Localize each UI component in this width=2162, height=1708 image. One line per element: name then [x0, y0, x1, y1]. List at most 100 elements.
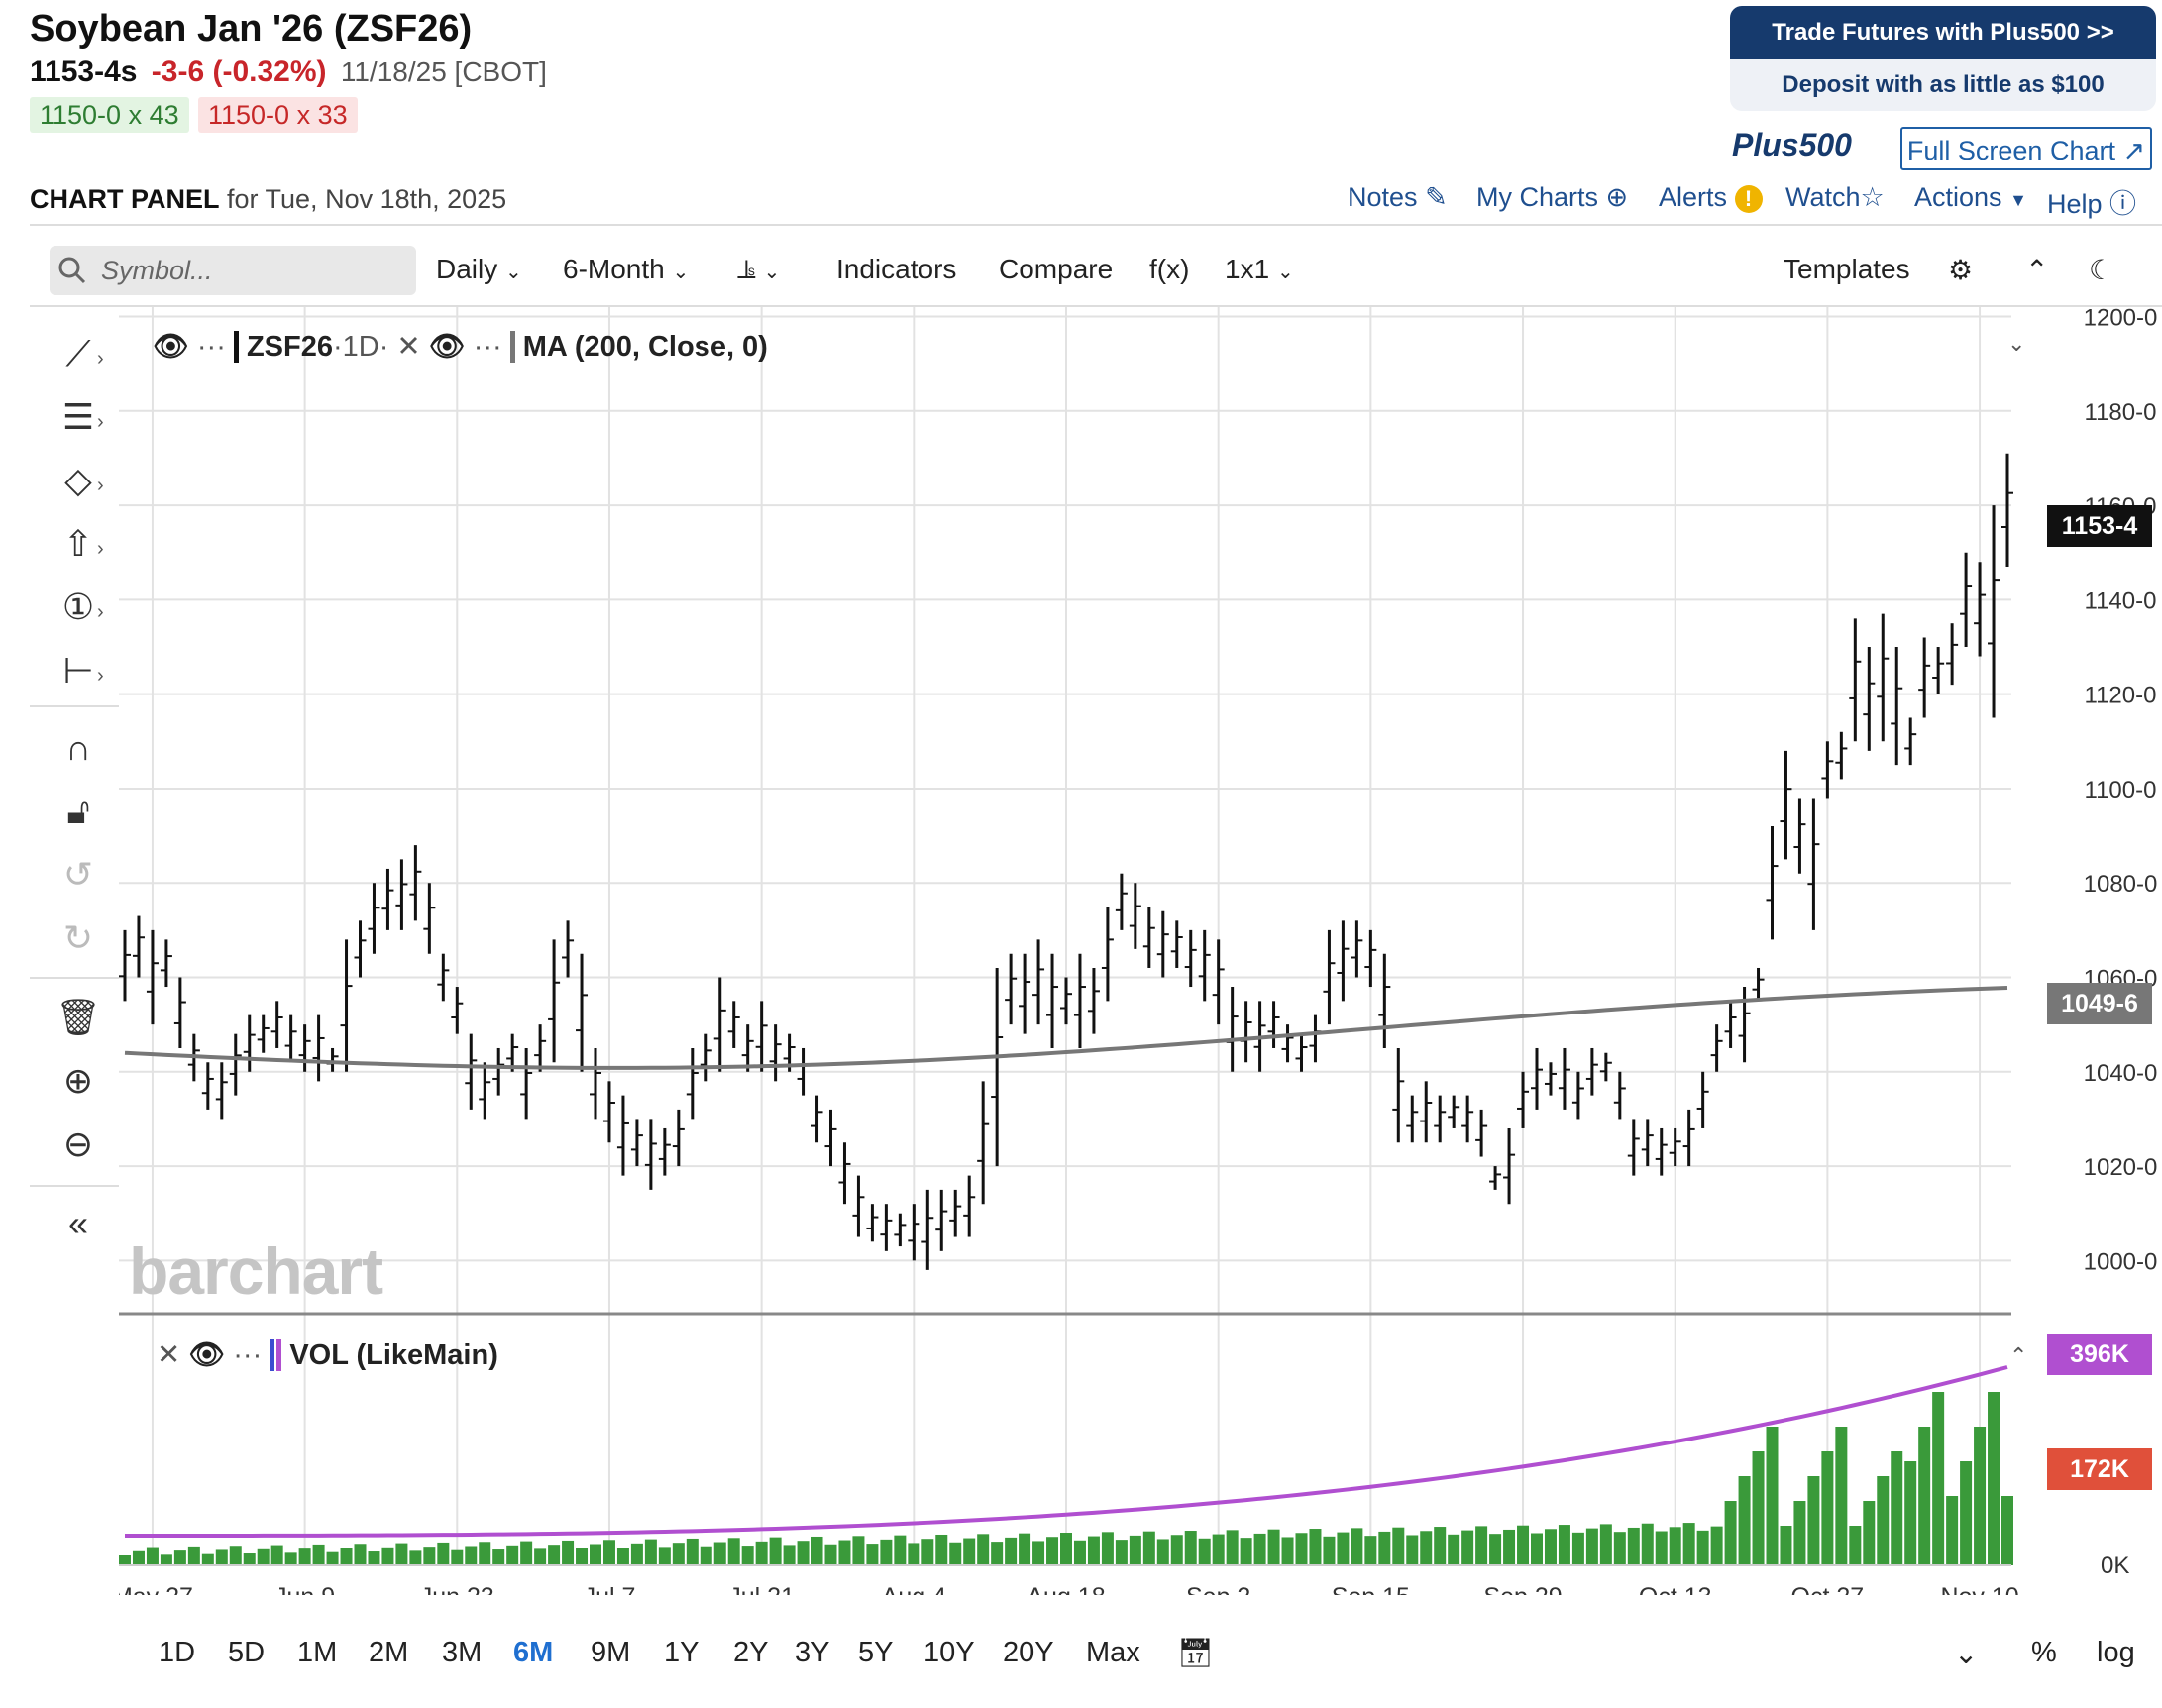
volume-bar	[187, 1546, 200, 1565]
volume-bar	[880, 1539, 893, 1565]
log-toggle[interactable]: log	[2097, 1637, 2135, 1668]
range-2m-button[interactable]: 2M	[369, 1637, 409, 1668]
time-tick-label: Sep 15	[1332, 1583, 1410, 1595]
indicators-button[interactable]: Indicators	[836, 254, 957, 284]
toolbar-divider	[30, 305, 2162, 307]
range-3m-button[interactable]: 3M	[442, 1637, 483, 1668]
symbol-search-input[interactable]: Symbol...	[50, 246, 416, 295]
range-1y-button[interactable]: 1Y	[664, 1637, 700, 1668]
templates-button[interactable]: Templates	[1784, 254, 1910, 284]
volume-bar	[949, 1542, 962, 1565]
volume-bar	[1295, 1533, 1308, 1565]
range-5y-button[interactable]: 5Y	[858, 1637, 894, 1668]
shapes-tool-icon[interactable]: ◇	[64, 460, 92, 500]
fx-button[interactable]: f(x)	[1149, 254, 1190, 284]
percent-toggle[interactable]: %	[2031, 1637, 2057, 1668]
redo-icon[interactable]: ↻	[62, 917, 94, 958]
more-icon[interactable]: ···	[473, 331, 502, 363]
range-10y-button[interactable]: 10Y	[923, 1637, 975, 1668]
chart-panel-date: for Tue, Nov 18th, 2025	[227, 184, 507, 214]
measure-tool-icon[interactable]: ⊢	[62, 650, 94, 691]
plus-circle-icon: ⊕	[1605, 182, 1629, 212]
range-max-button[interactable]: Max	[1086, 1637, 1140, 1668]
arrow-tool-icon[interactable]: ⇧	[62, 523, 94, 564]
zoom-in-icon[interactable]: ⊕	[62, 1060, 94, 1101]
full-screen-chart-button[interactable]: Full Screen Chart ↗	[1900, 127, 2152, 170]
range-3y-button[interactable]: 3Y	[795, 1637, 830, 1668]
dark-mode-moon-icon[interactable]: ☾	[2089, 255, 2114, 285]
legend-collapse-icon[interactable]: ⌄	[2007, 331, 2026, 356]
my-charts-label: My Charts	[1476, 182, 1599, 212]
volume-bar	[437, 1542, 450, 1565]
volume-bar	[1073, 1540, 1086, 1565]
help-link[interactable]: Help ⓘ	[2047, 182, 2136, 221]
eye-icon[interactable]: 👁︎	[188, 1339, 226, 1371]
time-axis: May 27 Jun 9 Jun 23 Jul 7 Jul 21 Aug 4 Aug 18 S…	[119, 1583, 2019, 1595]
number-marker-tool-icon[interactable]: ①	[61, 587, 95, 627]
legend-volume: VOL (LikeMain)	[276, 1339, 498, 1371]
volume-bar	[354, 1544, 367, 1565]
volume-bar	[1599, 1524, 1612, 1565]
tool-expand-arrows[interactable]: › › › › › ›	[97, 348, 104, 687]
close-icon[interactable]: ✕	[396, 331, 421, 363]
eye-icon[interactable]: 👁︎	[153, 331, 189, 363]
ma-value-label: 1049-6	[2047, 983, 2152, 1024]
volume-bar	[1420, 1531, 1433, 1565]
range-1d-button[interactable]: 1D	[159, 1637, 196, 1668]
volume-bar	[1835, 1427, 1848, 1565]
settings-gear-icon[interactable]: ⚙	[1948, 255, 1974, 285]
collapse-up-icon[interactable]: ⌃	[2025, 255, 2049, 285]
collapse-left-icon[interactable]: «	[67, 1203, 89, 1243]
expand-down-icon[interactable]: ⌄	[1954, 1639, 1979, 1670]
volume-bar	[838, 1540, 851, 1565]
range-1m-button[interactable]: 1M	[297, 1637, 338, 1668]
layout-dropdown[interactable]: 1x1 ⌄	[1225, 254, 1294, 285]
notes-link[interactable]: Notes ✎	[1348, 182, 1448, 213]
volume-bar	[1780, 1526, 1792, 1565]
undo-icon[interactable]: ↺	[62, 854, 94, 895]
alerts-link[interactable]: Alerts !	[1659, 182, 1763, 213]
ad-trade-link[interactable]: Trade Futures with Plus500 >>	[1730, 6, 2156, 59]
fibonacci-tool-icon[interactable]: ☰	[61, 396, 95, 437]
volume-bar	[479, 1542, 491, 1565]
ad-banner[interactable]: Trade Futures with Plus500 >> Deposit wi…	[1730, 6, 2156, 111]
volume-bar	[602, 1540, 615, 1565]
volume-collapse-icon[interactable]: ⌃	[2009, 1343, 2028, 1368]
close-icon[interactable]: ✕	[157, 1339, 181, 1371]
actions-menu[interactable]: Actions ▼	[1914, 182, 2027, 213]
volume-bar	[201, 1553, 214, 1565]
more-icon[interactable]: ···	[196, 331, 226, 363]
bar-type-dropdown[interactable]: ⫡ ⌄	[737, 254, 780, 286]
eye-icon[interactable]: 👁︎	[428, 331, 466, 363]
calendar-icon[interactable]: 📅︎	[1177, 1638, 1214, 1669]
period-dropdown[interactable]: Daily ⌄	[436, 254, 522, 285]
volume-bar	[1807, 1476, 1820, 1565]
volume-bar	[1461, 1530, 1474, 1565]
volume-ma-line	[124, 1365, 2008, 1538]
ad-deposit-text[interactable]: Deposit with as little as $100	[1782, 71, 2105, 98]
watch-link[interactable]: Watch☆	[1785, 182, 1885, 213]
time-tick-label: Jul 21	[728, 1583, 795, 1595]
range-5d-button[interactable]: 5D	[228, 1637, 266, 1668]
lock-icon[interactable]: 🔓︎	[66, 791, 90, 831]
volume-bar	[1309, 1529, 1322, 1565]
range-2y-button[interactable]: 2Y	[733, 1637, 769, 1668]
magnet-icon[interactable]: ∩	[65, 727, 91, 768]
plus500-logo[interactable]: Plus500	[1732, 127, 1852, 162]
my-charts-link[interactable]: My Charts ⊕	[1476, 182, 1628, 213]
volume-bar	[824, 1544, 837, 1565]
tool-divider	[30, 977, 119, 979]
range-6m-button[interactable]: 6M	[513, 1637, 554, 1668]
price-tick-label: 1180-0	[2085, 399, 2157, 426]
price-chart[interactable]: 1200-01180-01160-01140-01120-01100-01080…	[119, 307, 2162, 1595]
range-20y-button[interactable]: 20Y	[1003, 1637, 1054, 1668]
zoom-out-icon[interactable]: ⊖	[62, 1123, 94, 1164]
price-axis: 1200-01180-01160-01140-01120-01100-01080…	[2084, 307, 2158, 1579]
more-icon[interactable]: ···	[233, 1339, 263, 1371]
range-9m-button[interactable]: 9M	[591, 1637, 631, 1668]
trash-icon[interactable]: 🗑︎	[55, 997, 101, 1037]
compare-button[interactable]: Compare	[999, 254, 1114, 284]
trendline-tool-icon[interactable]: ⟋	[65, 333, 91, 374]
alerts-label: Alerts	[1659, 182, 1728, 212]
range-dropdown[interactable]: 6-Month ⌄	[563, 254, 689, 285]
